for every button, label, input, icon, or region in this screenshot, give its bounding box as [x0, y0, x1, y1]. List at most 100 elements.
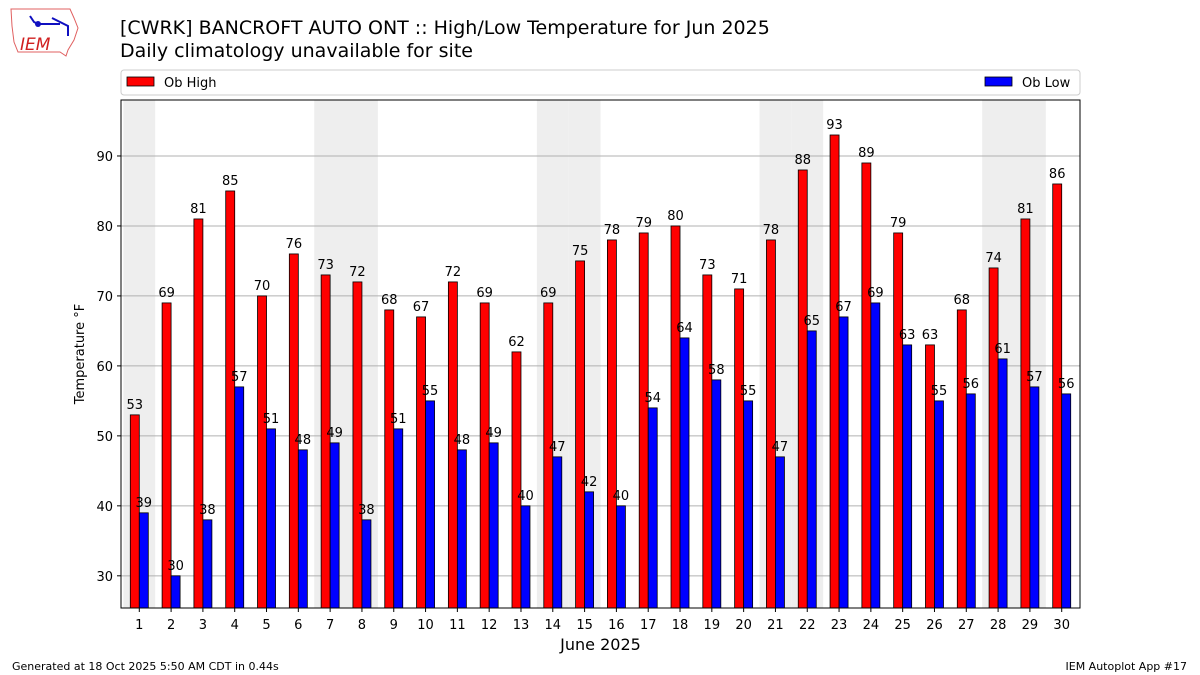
- low-bar: [711, 379, 722, 609]
- low-value-label: 47: [549, 440, 566, 455]
- high-bar: [257, 295, 267, 609]
- plot-frame: [120, 99, 1081, 609]
- legend-label-high: Ob High: [164, 76, 217, 91]
- x-tick-label: 8: [358, 618, 366, 633]
- high-value-label: 53: [127, 398, 144, 413]
- low-bar: [997, 358, 1008, 609]
- high-bar: [638, 232, 649, 609]
- low-value-label: 69: [867, 286, 884, 301]
- high-bar: [320, 274, 331, 609]
- legend-box: [120, 69, 1081, 96]
- low-value-label: 58: [708, 363, 725, 378]
- x-tick-label: 28: [990, 618, 1007, 633]
- high-value-label: 62: [508, 335, 525, 350]
- x-tick-label: 1: [135, 618, 143, 633]
- low-bar: [266, 428, 276, 609]
- low-bar: [679, 337, 690, 609]
- high-value-label: 80: [667, 209, 684, 224]
- high-value-label: 76: [286, 237, 303, 252]
- low-value-label: 47: [772, 440, 789, 455]
- chart-title: [CWRK] BANCROFT AUTO ONT :: High/Low Tem…: [120, 17, 770, 39]
- low-bar: [870, 302, 881, 609]
- high-bar: [543, 302, 554, 609]
- x-tick-label: 23: [831, 618, 848, 633]
- x-tick-label: 12: [481, 618, 498, 633]
- high-bar: [479, 302, 490, 609]
- low-value-label: 51: [263, 412, 280, 427]
- low-value-label: 51: [390, 412, 407, 427]
- high-value-label: 88: [794, 153, 811, 168]
- low-value-label: 67: [835, 300, 852, 315]
- y-tick-label: 50: [96, 430, 113, 445]
- x-tick-label: 18: [672, 618, 689, 633]
- x-tick-label: 19: [704, 618, 721, 633]
- high-bar: [829, 134, 840, 609]
- y-tick-label: 30: [96, 570, 113, 585]
- high-bar: [193, 218, 204, 609]
- high-value-label: 74: [985, 251, 1002, 266]
- y-axis-label: Temperature °F: [73, 304, 88, 405]
- legend-swatch-low: [984, 76, 1013, 87]
- legend-swatch-high: [126, 76, 155, 87]
- low-bar: [1061, 393, 1072, 609]
- x-tick-label: 22: [799, 618, 816, 633]
- x-tick-label: 5: [262, 618, 270, 633]
- low-bar: [806, 330, 817, 609]
- x-tick-label: 25: [894, 618, 911, 633]
- y-tick-label: 80: [96, 220, 113, 235]
- x-tick-label: 3: [199, 618, 207, 633]
- low-value-label: 56: [1058, 377, 1075, 392]
- high-value-label: 68: [381, 293, 398, 308]
- high-value-label: 86: [1049, 167, 1066, 182]
- low-value-label: 55: [740, 384, 757, 399]
- high-value-label: 68: [954, 293, 971, 308]
- low-bar: [138, 512, 149, 609]
- low-value-label: 48: [295, 433, 312, 448]
- high-bar: [575, 260, 585, 609]
- high-bar: [225, 190, 236, 609]
- high-value-label: 73: [699, 258, 716, 273]
- y-tick-label: 60: [96, 360, 113, 375]
- high-bar: [797, 169, 808, 609]
- high-value-label: 89: [858, 146, 875, 161]
- high-bar: [511, 351, 522, 609]
- high-value-label: 69: [158, 286, 175, 301]
- low-bar: [393, 428, 404, 609]
- low-value-label: 49: [326, 426, 343, 441]
- low-bar: [552, 456, 563, 609]
- low-bar: [488, 442, 499, 609]
- low-value-label: 55: [422, 384, 439, 399]
- low-bar: [934, 400, 944, 609]
- generated-footer: Generated at 18 Oct 2025 5:50 AM CDT in …: [12, 660, 279, 673]
- high-value-label: 81: [1017, 202, 1034, 217]
- high-bar: [766, 239, 776, 609]
- x-tick-label: 29: [1022, 618, 1039, 633]
- legend-label-low: Ob Low: [1022, 76, 1071, 91]
- x-tick-label: 10: [417, 618, 434, 633]
- high-value-label: 93: [826, 118, 843, 133]
- high-bar: [861, 162, 872, 609]
- high-value-label: 81: [190, 202, 207, 217]
- low-value-label: 57: [231, 370, 248, 385]
- app-footer: IEM Autoplot App #17: [1065, 660, 1188, 673]
- high-bar: [129, 414, 140, 609]
- y-tick-label: 70: [96, 290, 113, 305]
- high-bar: [702, 274, 713, 609]
- x-tick-label: 30: [1053, 618, 1070, 633]
- x-tick-label: 16: [608, 618, 625, 633]
- high-bar: [988, 267, 999, 609]
- low-value-label: 55: [931, 384, 948, 399]
- high-value-label: 79: [635, 216, 652, 231]
- high-bar: [1052, 183, 1063, 609]
- chart-subtitle: Daily climatology unavailable for site: [120, 40, 473, 62]
- low-bar: [584, 491, 594, 609]
- high-bar: [893, 232, 904, 609]
- x-tick-label: 11: [449, 618, 466, 633]
- high-bar: [384, 309, 395, 609]
- low-value-label: 42: [581, 475, 598, 490]
- iem-logo: IEM: [8, 6, 80, 58]
- low-value-label: 56: [963, 377, 980, 392]
- x-tick-label: 9: [390, 618, 398, 633]
